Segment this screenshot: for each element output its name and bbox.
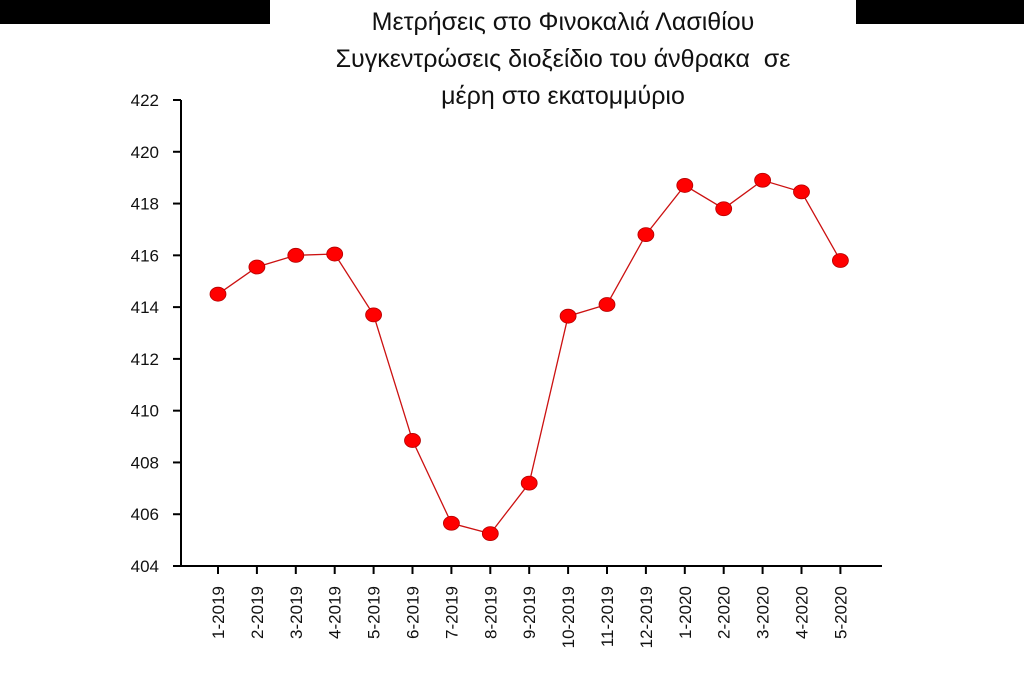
x-tick-label: 2-2019: [248, 586, 267, 639]
data-point: [326, 246, 344, 262]
x-tick-label: 12-2019: [637, 586, 656, 648]
y-tick-label: 408: [131, 453, 159, 472]
data-point: [598, 297, 616, 312]
x-tick-label: 3-2020: [754, 586, 773, 639]
data-point: [442, 515, 460, 531]
x-tick-label: 8-2019: [481, 586, 500, 639]
data-point: [248, 259, 266, 275]
y-tick-label: 414: [131, 298, 159, 317]
data-point: [365, 307, 383, 323]
y-tick-label: 418: [131, 195, 159, 214]
data-point: [287, 247, 305, 263]
x-tick-label: 1-2019: [209, 586, 228, 639]
data-point: [832, 253, 849, 268]
x-tick-label: 7-2019: [442, 586, 461, 639]
data-point: [209, 286, 227, 302]
x-tick-label: 3-2019: [287, 586, 306, 639]
x-tick-label: 5-2020: [831, 586, 850, 639]
data-point: [793, 184, 810, 200]
chart-title-line-2: Συγκεντρώσεις διοξείδιο του άνθρακα σε: [335, 45, 791, 73]
x-tick-label: 1-2020: [676, 586, 695, 639]
y-tick-label: 406: [131, 505, 159, 524]
y-tick-label: 404: [131, 557, 159, 576]
y-tick-label: 420: [131, 143, 159, 162]
x-tick-label: 11-2019: [598, 586, 617, 647]
data-point: [481, 526, 499, 542]
x-tick-label: 4-2019: [326, 586, 345, 639]
x-tick-label: 10-2019: [559, 586, 578, 648]
chart-title-line-3: μέρη στο εκατομμύριο: [441, 82, 685, 110]
data-point: [637, 227, 655, 243]
data-point: [715, 201, 733, 217]
top-right-black-bar: [856, 0, 1024, 24]
data-point: [754, 172, 771, 188]
chart-title: Μετρήσεις στο Φινοκαλιά Λασιθίου Συγκεντ…: [270, 4, 856, 115]
y-tick-label: 416: [131, 246, 159, 265]
data-point: [520, 475, 538, 491]
y-tick-label: 422: [131, 91, 159, 110]
x-tick-label: 5-2019: [365, 586, 384, 639]
data-point: [559, 308, 577, 324]
top-left-black-bar: [0, 0, 270, 24]
x-tick-label: 6-2019: [404, 586, 423, 639]
y-tick-label: 410: [131, 402, 159, 421]
x-tick-label: 2-2020: [715, 586, 734, 639]
x-tick-label: 4-2020: [793, 586, 812, 639]
data-point: [676, 178, 694, 193]
x-tick-label: 9-2019: [520, 586, 539, 639]
data-point: [404, 433, 421, 448]
chart-title-line-1: Μετρήσεις στο Φινοκαλιά Λασιθίου: [371, 8, 755, 36]
y-tick-label: 412: [131, 350, 159, 369]
